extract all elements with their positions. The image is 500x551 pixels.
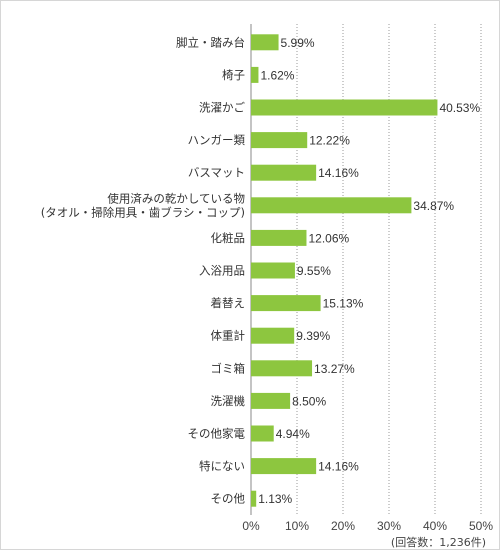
category-label: 化粧品 [211, 231, 246, 245]
bar [251, 295, 321, 312]
bar [251, 360, 313, 377]
category-labels: 脚立・踏み台椅子洗濯かごハンガー類バスマット使用済みの乾かしている物(タオル・掃… [41, 35, 246, 505]
bar [251, 458, 317, 475]
value-label: 40.53% [439, 101, 480, 115]
x-tick-label: 0% [242, 519, 260, 533]
value-label: 14.16% [318, 460, 359, 474]
category-label: ゴミ箱 [211, 361, 246, 375]
category-label: 入浴用品 [199, 264, 245, 278]
category-label: 脚立・踏み台 [176, 35, 245, 49]
bar [251, 490, 257, 507]
category-label: 椅子 [222, 68, 245, 82]
category-label-line: 化粧品 [211, 231, 246, 245]
bar [251, 327, 295, 344]
value-label: 34.87% [413, 199, 454, 213]
category-label-line: 体重計 [211, 329, 246, 343]
category-label: 特にない [199, 459, 245, 473]
category-label: その他 [211, 492, 246, 506]
bar [251, 229, 307, 246]
category-label-line: (タオル・掃除用具・歯ブラシ・コップ) [41, 205, 245, 219]
category-label: ハンガー類 [188, 133, 246, 147]
bar [251, 34, 279, 51]
x-tick-label: 10% [285, 519, 309, 533]
value-label: 8.50% [292, 394, 326, 408]
value-label: 9.55% [297, 264, 331, 278]
value-labels: 5.99% 1.62% 40.53% 12.22% 14.16% 34.87% 12.06%… [258, 36, 480, 506]
value-label: 12.22% [309, 134, 350, 148]
x-tick-label: 20% [331, 519, 355, 533]
x-tick-label: 40% [423, 519, 447, 533]
category-label: 洗濯かご [199, 101, 245, 115]
value-label: 4.94% [276, 427, 310, 441]
bar [251, 425, 274, 442]
bar [251, 197, 412, 214]
category-label: 着替え [211, 296, 246, 310]
category-label-line: 脚立・踏み台 [176, 35, 245, 49]
category-label-line: 入浴用品 [199, 264, 245, 278]
response-count-note: (回答数：1,236件) [391, 535, 486, 549]
category-label-line: 椅子 [222, 68, 245, 82]
category-label-line: 特にない [199, 459, 245, 473]
value-label: 15.13% [323, 297, 364, 311]
x-tick-label: 50% [469, 519, 493, 533]
category-label: 洗濯機 [211, 394, 246, 408]
category-label-line: その他 [211, 492, 246, 506]
category-label-line: ゴミ箱 [211, 361, 246, 375]
category-label-line: その他家電 [188, 427, 246, 441]
value-label: 1.62% [260, 68, 294, 82]
bar [251, 262, 295, 279]
value-label: 14.16% [318, 166, 359, 180]
bar [251, 99, 438, 116]
bar [251, 66, 259, 83]
category-label-line: 使用済みの乾かしている物 [107, 191, 245, 205]
category-label: 体重計 [211, 329, 246, 343]
category-label: 使用済みの乾かしている物(タオル・掃除用具・歯ブラシ・コップ) [41, 191, 245, 219]
category-label-line: バスマット [188, 166, 245, 180]
category-label: バスマット [188, 166, 245, 180]
bars [251, 34, 438, 507]
x-tick-label: 30% [377, 519, 401, 533]
category-label-line: 着替え [211, 296, 246, 310]
bar [251, 132, 308, 149]
category-label: その他家電 [188, 427, 246, 441]
value-label: 13.27% [314, 362, 355, 376]
x-tick-labels: 0% 10% 20% 30% 40% 50% [242, 519, 493, 533]
bar [251, 392, 291, 409]
value-label: 1.13% [258, 492, 292, 506]
value-label: 9.39% [296, 329, 330, 343]
category-label-line: 洗濯機 [211, 394, 246, 408]
category-label-line: ハンガー類 [188, 133, 246, 147]
value-label: 5.99% [281, 36, 315, 50]
category-label-line: 洗濯かご [199, 101, 245, 115]
bar [251, 164, 317, 181]
value-label: 12.06% [308, 231, 349, 245]
